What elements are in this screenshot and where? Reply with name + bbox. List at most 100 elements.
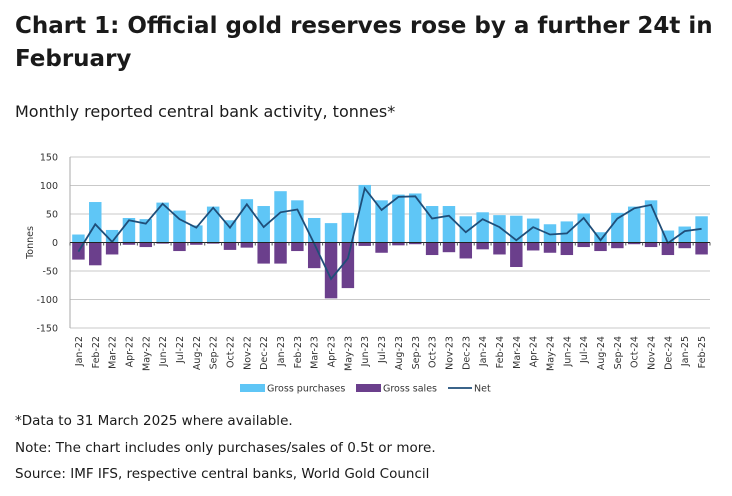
sales-bar <box>577 242 590 248</box>
x-tick-label: Apr-24 <box>529 336 540 367</box>
purchases-bar <box>341 212 355 243</box>
y-tick-label: 150 <box>40 153 58 164</box>
x-tick-label: Apr-22 <box>124 336 135 367</box>
purchases-bar <box>223 220 237 243</box>
sales-bar <box>257 242 270 264</box>
purchases-bar <box>139 219 153 243</box>
legend-swatch-sales <box>356 384 381 392</box>
sales-bar <box>358 242 371 246</box>
sales-bar <box>695 242 708 255</box>
sales-bar <box>661 242 675 256</box>
x-tick-label: Mar-22 <box>108 336 119 369</box>
x-tick-label: Nov-22 <box>242 336 253 370</box>
purchases-bar <box>510 215 523 243</box>
purchases-bar <box>543 224 557 243</box>
x-tick-label: Apr-23 <box>327 336 338 367</box>
gold-reserves-chart: 150 100 50 0 -50 -100 -150 Tonnes Jan-22 Feb-22 Ma… <box>25 153 711 395</box>
purchases-bar <box>190 225 203 243</box>
x-tick-label: Mar-23 <box>310 336 321 369</box>
sales-bar <box>611 242 624 249</box>
y-tick-label: -100 <box>36 295 58 306</box>
x-tick-label: Jun-23 <box>360 336 371 367</box>
sales-bar <box>324 242 338 299</box>
sales-bar <box>543 242 557 253</box>
sales-bar <box>510 242 523 268</box>
sales-bar <box>409 242 422 245</box>
sales-bar <box>476 242 489 250</box>
purchases-bar <box>156 202 169 243</box>
sales-bar <box>274 242 287 264</box>
purchases-bar <box>257 206 270 243</box>
sales-bar <box>223 242 237 250</box>
x-tick-label: Sep-24 <box>613 336 624 369</box>
x-tick-label: Jan-23 <box>276 336 287 367</box>
y-tick-label: 0 <box>52 238 58 249</box>
sales-bar <box>156 242 169 244</box>
x-tick-label: Feb-24 <box>495 336 506 368</box>
x-tick-label: Aug-23 <box>394 336 405 370</box>
legend-label-purchases: Gross purchases <box>267 384 345 395</box>
sales-bar <box>105 242 119 255</box>
x-tick-label: Oct-23 <box>428 336 439 368</box>
x-tick-label: Dec-22 <box>259 336 270 370</box>
x-tick-label: Mar-24 <box>512 336 523 369</box>
purchases-bar <box>307 217 321 243</box>
legend-label-net: Net <box>474 384 491 395</box>
purchases-bar <box>173 210 186 243</box>
sales-bar <box>291 242 304 252</box>
x-tick-label: Jul-23 <box>377 336 388 364</box>
footnote-source: Source: IMF IFS, respective central bank… <box>15 466 430 482</box>
x-tick-label: Nov-23 <box>444 336 455 370</box>
legend-swatch-purchases <box>240 384 265 392</box>
sales-bar <box>190 242 203 245</box>
sales-bar <box>122 242 136 245</box>
x-tick-label: Sep-22 <box>209 336 220 369</box>
y-tick-label: 100 <box>40 181 58 192</box>
sales-bar <box>459 242 473 259</box>
purchases-bar <box>476 212 489 243</box>
x-tick-label: Oct-24 <box>630 336 641 368</box>
purchases-bar <box>72 234 85 243</box>
sales-bar <box>206 242 220 244</box>
sales-bar <box>627 242 641 245</box>
sales-bar <box>392 242 405 246</box>
chart-title: Chart 1: Official gold reserves rose by … <box>15 13 713 72</box>
purchases-bar <box>459 216 473 243</box>
sales-bar <box>594 242 607 252</box>
sales-bar <box>493 242 506 255</box>
purchases-bar <box>560 221 574 243</box>
purchases-bar <box>493 215 506 243</box>
x-tick-label: Jan-24 <box>478 336 489 367</box>
x-tick-label: Oct-22 <box>226 336 237 368</box>
sales-bar <box>442 242 456 253</box>
x-tick-label: Dec-24 <box>663 336 674 370</box>
x-tick-label: Aug-22 <box>192 336 203 370</box>
sales-bar <box>560 242 574 256</box>
footnote-note: Note: The chart includes only purchases/… <box>15 440 436 456</box>
x-tick-label: Sep-23 <box>411 336 422 369</box>
purchases-bar <box>611 212 624 243</box>
purchases-bar <box>375 200 388 243</box>
sales-bar <box>644 242 658 248</box>
chart-subtitle: Monthly reported central bank activity, … <box>15 102 396 121</box>
sales-bar <box>375 242 388 253</box>
x-tick-label: May-22 <box>141 336 152 371</box>
sales-bar <box>341 242 355 289</box>
sales-bar <box>425 242 439 256</box>
x-tick-label: Jan-22 <box>74 336 85 367</box>
x-tick-label: Jul-22 <box>175 336 186 364</box>
x-tick-label: Jun-24 <box>562 336 573 367</box>
x-tick-label: May-23 <box>343 336 354 371</box>
purchases-bar <box>89 202 102 243</box>
legend-label-sales: Gross sales <box>383 384 437 395</box>
x-tick-label: Dec-23 <box>461 336 472 370</box>
purchases-bar <box>274 191 287 243</box>
purchases-bar <box>324 223 338 243</box>
purchases-bar <box>291 200 304 243</box>
sales-bar <box>307 242 321 269</box>
sales-bar <box>139 242 153 248</box>
sales-bar <box>240 242 254 248</box>
net-line <box>77 186 702 281</box>
purchases-bar <box>206 206 220 243</box>
x-tick-label: Feb-22 <box>91 336 102 368</box>
